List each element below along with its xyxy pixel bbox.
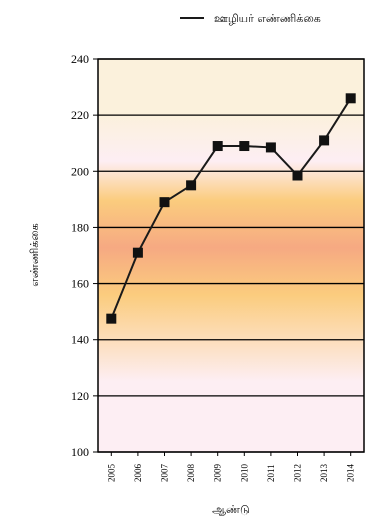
x-axis-label: ஆண்டு xyxy=(212,503,250,516)
series-line xyxy=(110,97,352,320)
data-point xyxy=(186,180,197,191)
x-tick-label: 2006 xyxy=(133,464,143,483)
x-tick-label: 2012 xyxy=(293,464,303,482)
y-tick-label: 140 xyxy=(71,333,89,347)
data-point xyxy=(239,141,250,152)
data-point xyxy=(292,170,303,181)
legend-label: ஊழியர் எண்ணிக்கை xyxy=(214,12,321,25)
data-point xyxy=(319,135,330,146)
data-point xyxy=(345,93,356,104)
x-axis-ticks: 2005 2006 2007 2008 2009 2010 2011 2012 2013 2014 xyxy=(106,452,356,483)
y-tick-label: 180 xyxy=(71,220,89,234)
y-axis-ticks: 100 120 140 160 180 200 220 240 xyxy=(71,52,98,459)
y-tick-label: 220 xyxy=(71,108,89,122)
x-tick-label: 2009 xyxy=(213,464,223,483)
x-tick-label: 2011 xyxy=(266,464,276,482)
y-axis-label: எண்ணிக்கை xyxy=(28,223,41,286)
x-tick-label: 2010 xyxy=(239,464,249,483)
data-point xyxy=(106,313,117,324)
y-tick-label: 200 xyxy=(71,164,89,178)
x-tick-label: 2013 xyxy=(319,464,329,483)
x-tick-label: 2014 xyxy=(346,464,356,483)
data-point xyxy=(212,141,223,152)
data-point xyxy=(132,247,143,258)
y-tick-label: 120 xyxy=(71,389,89,403)
legend: ஊழியர் எண்ணிக்கை xyxy=(180,12,321,25)
x-tick-label: 2007 xyxy=(160,464,170,483)
data-point xyxy=(265,142,276,153)
data-point xyxy=(159,197,170,208)
x-tick-label: 2008 xyxy=(186,464,196,483)
y-tick-label: 240 xyxy=(71,52,89,66)
series-layer xyxy=(106,93,356,324)
y-tick-label: 100 xyxy=(71,445,89,459)
x-tick-label: 2005 xyxy=(106,464,116,483)
plot-frame xyxy=(97,58,365,453)
y-tick-label: 160 xyxy=(71,277,89,291)
